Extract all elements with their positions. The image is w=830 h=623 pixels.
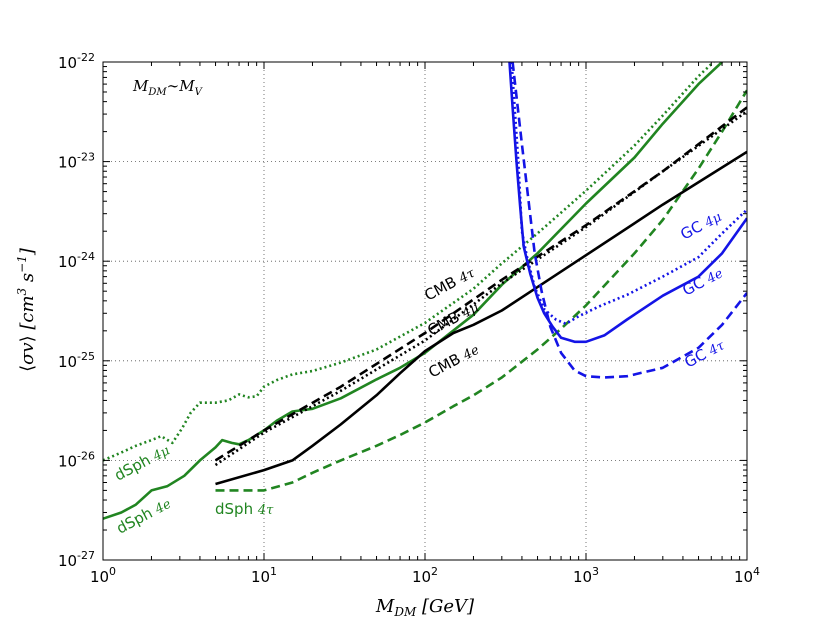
y-tick-label: 10-24	[58, 250, 95, 271]
curve-label-gc-4e: GC 4e	[679, 263, 726, 299]
x-axis-label: MDM [GeV]	[375, 596, 475, 619]
curve-label-gc-4-: GC 4τ	[681, 335, 728, 371]
axis-ticks: 100 101 102 103 104 10-27 10-26 10-25 10-24 10-23…	[58, 51, 760, 586]
y-tick-label: 10-23	[58, 151, 95, 172]
y-tick-label: 10-27	[58, 549, 95, 570]
series-line-dsph-4-	[215, 89, 747, 492]
series-line-cmb-4e	[215, 150, 747, 486]
series-line-dsph-4-	[103, 62, 715, 462]
y-tick-label: 10-25	[58, 350, 95, 371]
curve-label-cmb-4-: CMB 4τ	[421, 263, 478, 305]
x-tick-label: 101	[251, 565, 277, 586]
curve-label-dsph-4e: dSph 4e	[113, 494, 174, 538]
series-line-dsph-4e	[103, 62, 723, 520]
y-axis-label: ⟨σv⟩ [cm3 s−1]	[15, 247, 38, 372]
x-tick-label: 103	[573, 565, 599, 586]
grid	[103, 62, 747, 560]
mass-relation-annotation: MDM∼MV	[132, 77, 204, 98]
x-tick-label: 100	[90, 565, 116, 586]
series-line-gc-4-	[511, 62, 747, 379]
series-line-cmb-4-	[214, 106, 747, 462]
x-tick-label: 102	[412, 565, 438, 586]
series-line-gc-4e	[508, 62, 747, 344]
x-tick-label: 104	[734, 565, 760, 586]
y-tick-label: 10-22	[58, 51, 95, 72]
curve-label-dsph-4-: dSph 4μ	[111, 441, 172, 485]
curve-label-gc-4-: GC 4μ	[677, 207, 724, 243]
series-line-cmb-4-	[214, 110, 747, 467]
y-tick-label: 10-26	[58, 449, 95, 470]
curves	[103, 62, 747, 520]
curve-label-dsph-4-: dSph 4τ	[215, 500, 274, 518]
